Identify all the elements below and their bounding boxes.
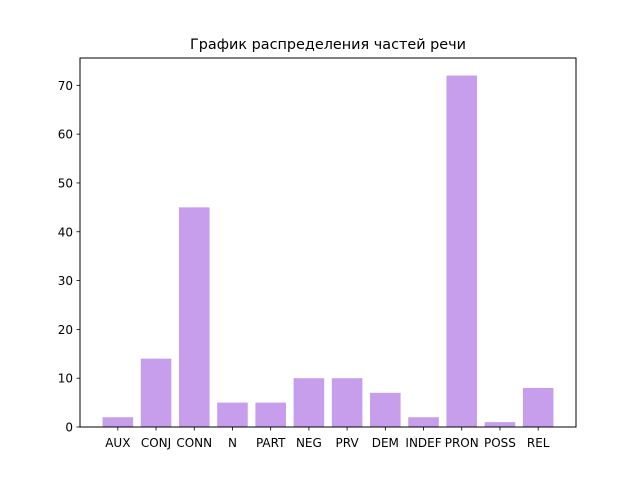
- bar-part: [255, 402, 286, 427]
- bar-dem: [370, 392, 401, 427]
- x-tick-label-conn: CONN: [176, 436, 212, 450]
- x-tick-label-n: N: [228, 436, 237, 450]
- x-tick-label-prv: PRV: [336, 436, 360, 450]
- y-tick-label: 30: [58, 274, 73, 288]
- bar-indef: [408, 417, 439, 427]
- y-tick-label: 60: [58, 128, 73, 142]
- y-tick-label: 20: [58, 323, 73, 337]
- y-axis: 0 10 20 30 40 50 60 70: [58, 79, 80, 435]
- bar-neg: [293, 378, 325, 427]
- plot-frame: [79, 57, 577, 428]
- x-tick-label-indef: INDEF: [405, 436, 441, 450]
- bar-conj: [140, 358, 172, 427]
- bar-rel: [522, 387, 554, 427]
- x-tick-label-poss: POSS: [484, 436, 516, 450]
- x-tick-label-part: PART: [256, 436, 286, 450]
- bar-n: [217, 402, 248, 427]
- y-tick-label: 70: [58, 79, 73, 93]
- bar-poss: [484, 422, 516, 427]
- bar-pron: [446, 75, 478, 427]
- x-tick-label-dem: DEM: [372, 436, 399, 450]
- x-tick-label-aux: AUX: [105, 436, 130, 450]
- x-tick-label-pron: PRON: [445, 436, 479, 450]
- bars-group: [102, 75, 554, 427]
- x-tick-label-conj: CONJ: [141, 436, 171, 450]
- y-tick-label: 0: [65, 421, 73, 435]
- y-tick-label: 50: [58, 176, 73, 190]
- y-tick-label: 10: [58, 372, 73, 386]
- y-tick-label: 40: [58, 225, 73, 239]
- bar-conn: [178, 207, 210, 427]
- bar-prv: [331, 378, 363, 427]
- chart-title: График распределения частей речи: [190, 37, 466, 53]
- x-tick-label-rel: REL: [527, 436, 550, 450]
- x-axis: AUX CONJ CONN N PART NEG PRV DEM INDEF PRON POSS RE…: [105, 427, 550, 450]
- bar-aux: [102, 417, 134, 427]
- x-tick-label-neg: NEG: [296, 436, 322, 450]
